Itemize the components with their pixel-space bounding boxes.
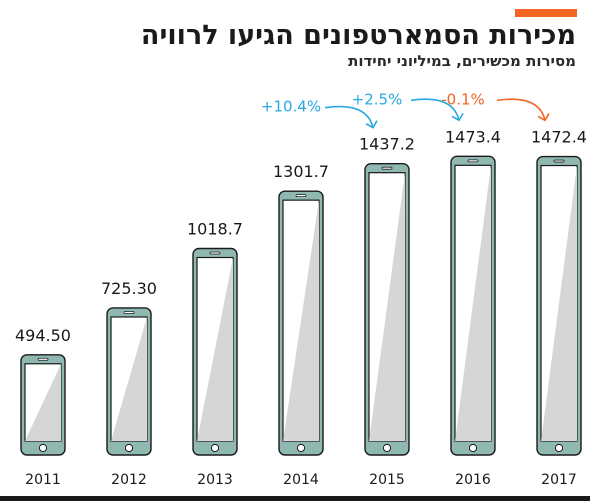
phone-home-button-2016 (468, 443, 478, 453)
phone-screen-shade-2015 (369, 172, 405, 441)
phone-speaker-2014 (295, 194, 307, 198)
footer-rule (0, 496, 590, 501)
year-label-2011: 2011 (25, 472, 61, 488)
phone-speaker-2017 (553, 159, 565, 163)
growth-arrowhead-2016-2017 (537, 112, 550, 122)
accent-bar (515, 9, 577, 17)
year-label-2013: 2013 (197, 472, 233, 488)
phone-speaker-2013 (209, 251, 221, 255)
value-label-2012: 725.30 (101, 279, 157, 298)
phone-screen-shade-2012 (111, 316, 147, 441)
phone-speaker-2015 (381, 166, 393, 170)
value-label-2016: 1473.4 (445, 127, 501, 146)
phone-home-button-2012 (124, 443, 134, 453)
growth-label-2016-2017: -0.1% (441, 90, 485, 108)
year-label-2015: 2015 (369, 472, 405, 488)
value-label-2011: 494.50 (15, 326, 71, 345)
value-label-2015: 1437.2 (359, 135, 415, 154)
phone-screen-shade-2013 (197, 257, 233, 441)
value-label-2013: 1018.7 (187, 220, 243, 239)
phone-home-button-2014 (296, 443, 306, 453)
year-label-2014: 2014 (283, 472, 319, 488)
phone-home-button-2013 (210, 443, 220, 453)
growth-arrow-2014-2015 (324, 105, 374, 128)
phone-screen-shade-2011 (25, 363, 61, 441)
phone-screen-shade-2014 (283, 200, 319, 441)
chart-subtitle: מסירות מכשירים, במיליוני יחידות (348, 52, 576, 70)
value-label-2017: 1472.4 (531, 128, 587, 147)
year-label-2016: 2016 (455, 472, 491, 488)
chart-title: מכירות הסמארטפונים הגיעו לרוויה (140, 20, 576, 51)
phone-speaker-2012 (123, 311, 135, 314)
growth-arrow-2015-2016 (410, 98, 460, 121)
year-label-2017: 2017 (541, 472, 577, 488)
growth-arrow-2016-2017 (496, 98, 546, 121)
phone-home-button-2011 (38, 443, 48, 453)
growth-label-2015-2016: +2.5% (352, 90, 403, 108)
phone-screen-shade-2016 (455, 165, 491, 441)
phone-home-button-2015 (382, 443, 392, 453)
growth-label-2014-2015: +10.4% (261, 98, 321, 116)
phone-speaker-2016 (467, 159, 479, 163)
phone-speaker-2011 (37, 357, 49, 361)
growth-arrowhead-2014-2015 (365, 120, 378, 129)
year-label-2012: 2012 (111, 472, 147, 488)
growth-arrowhead-2015-2016 (451, 112, 464, 122)
value-label-2014: 1301.7 (273, 162, 329, 181)
phone-home-button-2017 (554, 443, 564, 453)
phone-screen-shade-2017 (541, 165, 577, 441)
